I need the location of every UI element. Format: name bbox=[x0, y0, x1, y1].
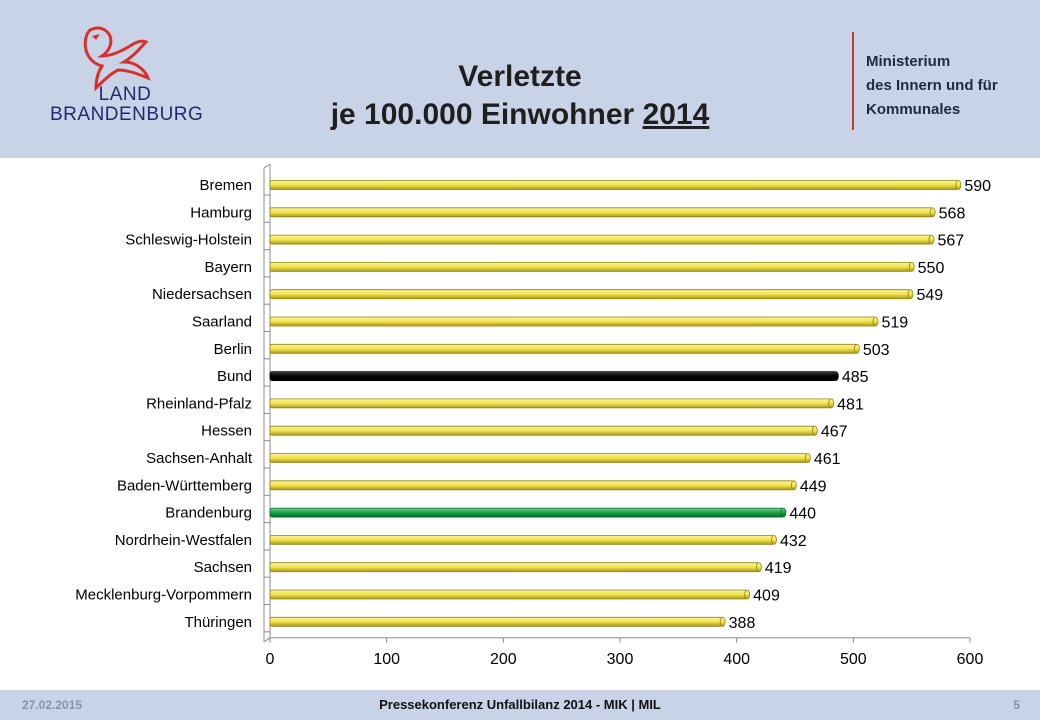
bar bbox=[269, 453, 809, 463]
value-label: 449 bbox=[800, 478, 827, 495]
bar-cap bbox=[853, 343, 860, 354]
x-tick-label: 600 bbox=[957, 651, 984, 668]
bar-cap bbox=[872, 316, 879, 327]
bar-cap bbox=[780, 507, 787, 518]
category-label: Rheinland-Pfalz bbox=[146, 395, 252, 412]
ministry-line1: Ministerium bbox=[866, 53, 951, 70]
bar bbox=[269, 207, 934, 218]
category-label: Thüringen bbox=[184, 614, 252, 631]
category-label: Brandenburg bbox=[165, 505, 252, 522]
category-label: Sachsen bbox=[194, 559, 252, 576]
category-label: Schleswig-Holstein bbox=[125, 232, 252, 249]
category-label: Saarland bbox=[192, 314, 252, 331]
logo-text-line2: BRANDENBURG bbox=[50, 104, 204, 125]
bar-cap bbox=[790, 480, 797, 491]
bar bbox=[269, 589, 748, 600]
category-label: Baden-Württemberg bbox=[117, 477, 252, 494]
page-title: Verletzte je 100.000 Einwohner 2014 bbox=[260, 58, 780, 134]
footer-date: 27.02.2015 bbox=[22, 698, 83, 712]
category-label: Bremen bbox=[199, 177, 252, 194]
x-tick-label: 500 bbox=[840, 651, 867, 668]
x-tick-label: 200 bbox=[490, 651, 517, 668]
bar-cap bbox=[955, 180, 962, 190]
value-label: 481 bbox=[837, 396, 864, 413]
bar bbox=[269, 562, 760, 573]
value-label: 388 bbox=[729, 615, 756, 632]
title-year: 2014 bbox=[642, 98, 710, 131]
bar-cap bbox=[828, 398, 835, 409]
category-label: Berlin bbox=[214, 341, 252, 358]
axis-depth-bottom bbox=[263, 637, 271, 643]
value-label: 549 bbox=[917, 287, 944, 304]
value-label: 567 bbox=[938, 233, 965, 250]
bar bbox=[269, 507, 784, 518]
title-line1: Verletzte bbox=[458, 60, 582, 93]
bar-cap bbox=[755, 562, 762, 573]
ministry-line3: Kommunales bbox=[866, 101, 961, 118]
category-label: Bayern bbox=[204, 259, 252, 276]
bar bbox=[269, 343, 858, 354]
bar-cap bbox=[771, 534, 777, 545]
ministry-line2: des Innern und für bbox=[866, 77, 998, 94]
bar-cap bbox=[907, 289, 914, 300]
value-label: 503 bbox=[863, 342, 890, 359]
category-label: Hessen bbox=[201, 423, 252, 440]
value-label: 485 bbox=[842, 369, 869, 386]
bar bbox=[269, 234, 932, 245]
value-label: 432 bbox=[780, 533, 807, 550]
axis-depth-top bbox=[263, 163, 271, 169]
footer-title: Pressekonferenz Unfallbilanz 2014 - MIK … bbox=[379, 697, 661, 712]
bar-cap bbox=[811, 425, 818, 436]
brandenburg-logo: LAND BRANDENBURG bbox=[50, 22, 204, 132]
bar-cap bbox=[929, 207, 936, 218]
bar-cap bbox=[928, 234, 935, 245]
page-number: 5 bbox=[1013, 698, 1020, 712]
value-label: 440 bbox=[789, 506, 816, 523]
bar bbox=[269, 480, 795, 491]
x-tick-label: 100 bbox=[373, 651, 400, 668]
value-label: 419 bbox=[765, 560, 792, 577]
category-label: Nordrhein-Westfalen bbox=[115, 532, 252, 549]
category-label: Sachsen-Anhalt bbox=[146, 450, 253, 467]
bar-chart: 0 100 200 300 400 500 600 Bremen 590 Hamburg 568 Sc… bbox=[75, 163, 991, 668]
title-line2-text: je 100.000 Einwohner bbox=[330, 98, 635, 131]
bar bbox=[269, 534, 775, 545]
x-tick-label: 300 bbox=[607, 651, 634, 668]
header: LAND BRANDENBURG Verletzte je 100.000 Ei… bbox=[0, 0, 1040, 158]
bar-cap bbox=[832, 371, 839, 382]
value-label: 568 bbox=[939, 205, 966, 222]
bar bbox=[269, 425, 816, 436]
value-label: 461 bbox=[814, 451, 841, 468]
x-tick-label: 400 bbox=[723, 651, 750, 668]
bar bbox=[269, 180, 959, 190]
value-label: 467 bbox=[821, 424, 848, 441]
ministry-name: Ministerium des Innern und für Kommunale… bbox=[866, 50, 1036, 122]
value-label: 550 bbox=[918, 260, 945, 277]
bar bbox=[269, 316, 876, 327]
logo-text-line1: LAND bbox=[98, 84, 152, 105]
category-label: Bund bbox=[217, 368, 252, 385]
title-line2: je 100.000 Einwohner 2014 bbox=[260, 96, 780, 134]
bar bbox=[269, 616, 724, 627]
value-label: 519 bbox=[882, 315, 909, 332]
bar bbox=[269, 398, 832, 409]
eagle-icon bbox=[83, 26, 151, 92]
category-label: Niedersachsen bbox=[152, 286, 252, 303]
bar bbox=[269, 262, 913, 272]
value-label: 590 bbox=[964, 178, 991, 195]
bar bbox=[269, 371, 837, 382]
value-label: 409 bbox=[753, 588, 780, 605]
footer: 27.02.2015 Pressekonferenz Unfallbilanz … bbox=[0, 690, 1040, 720]
bar-cap bbox=[744, 589, 751, 600]
header-divider bbox=[852, 32, 854, 130]
bar-cap bbox=[908, 262, 915, 272]
bar bbox=[269, 289, 911, 300]
bar-cap bbox=[719, 616, 726, 627]
category-label: Mecklenburg-Vorpommern bbox=[75, 587, 252, 604]
category-label: Hamburg bbox=[190, 204, 252, 221]
bar-cap bbox=[804, 453, 811, 463]
x-tick-label: 0 bbox=[266, 651, 275, 668]
